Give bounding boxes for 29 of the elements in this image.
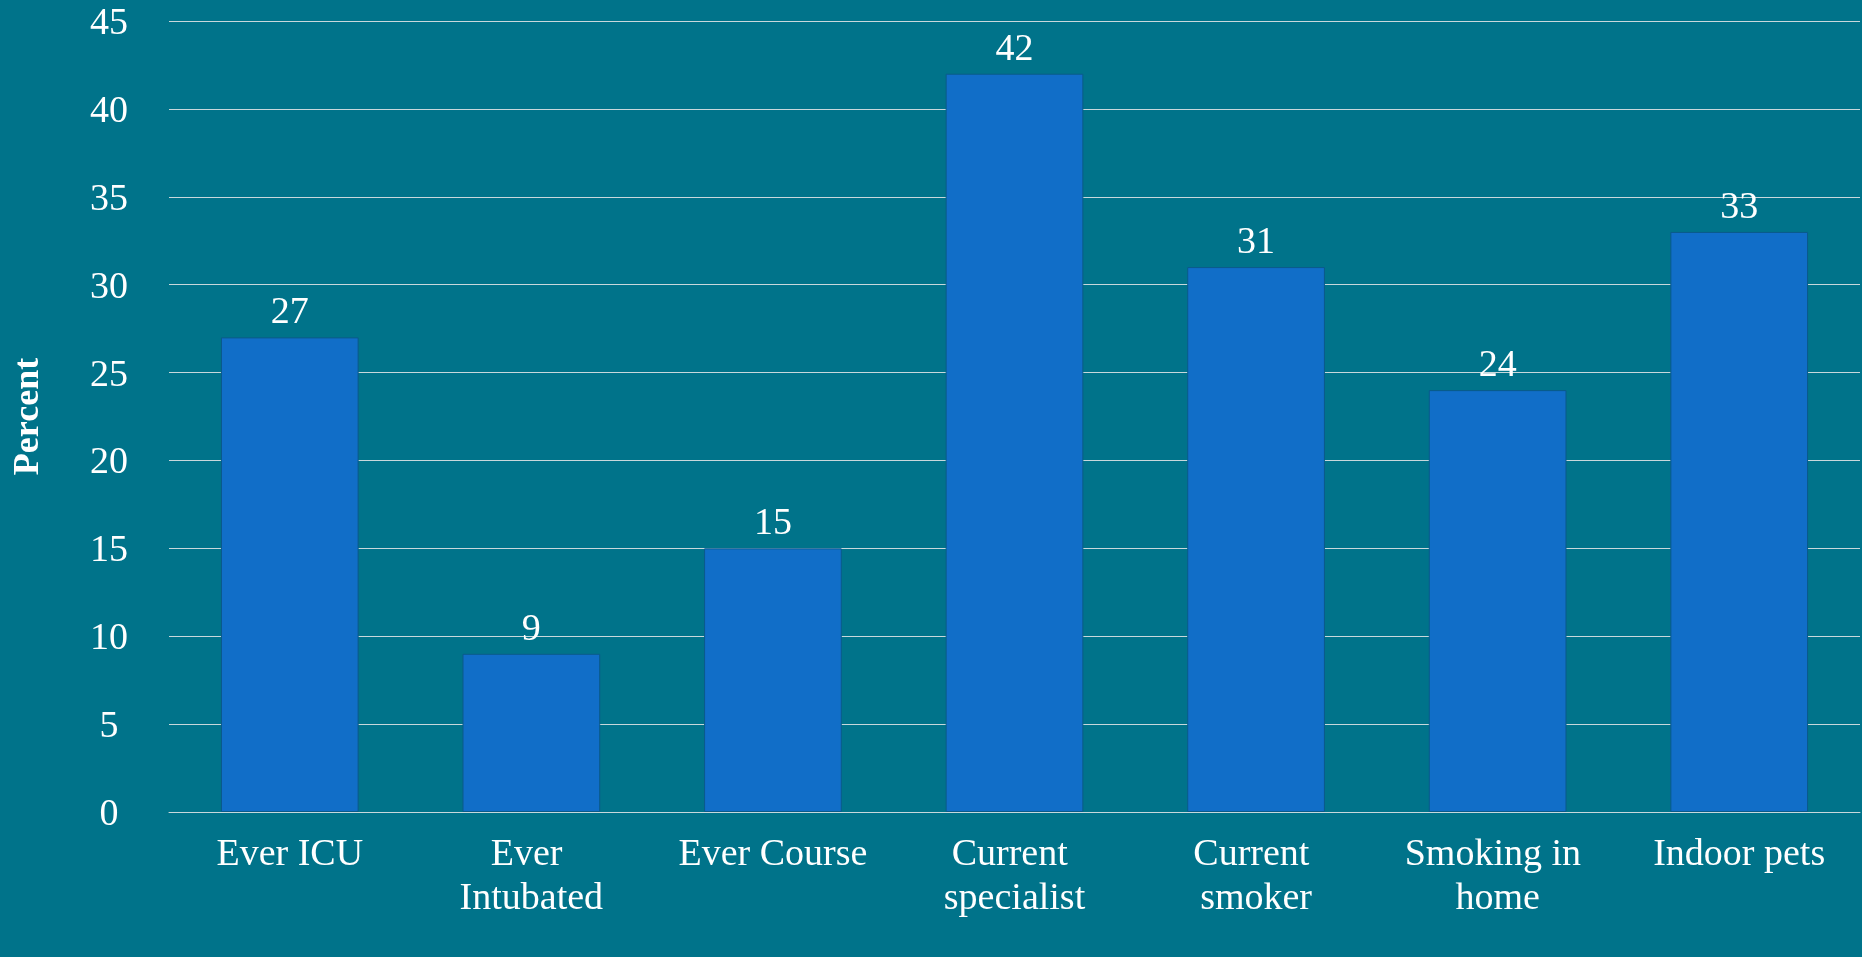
data-label: 31: [1237, 219, 1276, 262]
bar: [945, 73, 1084, 812]
y-tick-label: 10: [90, 615, 128, 658]
y-tick-label: 40: [90, 87, 128, 130]
y-tick-label: 5: [99, 703, 119, 746]
data-label: 15: [753, 500, 792, 543]
x-tick-label: Smoking in home: [1404, 831, 1591, 917]
y-tick-label: 0: [99, 791, 119, 833]
x-tick-label: Indoor pets: [1653, 831, 1826, 873]
x-tick-label: Ever Course: [678, 831, 868, 873]
y-tick-label: 30: [90, 263, 128, 306]
data-label: 42: [995, 25, 1034, 68]
y-tick-label: 15: [90, 527, 128, 570]
y-axis-title: Percent: [6, 357, 46, 476]
x-tick-label: Ever Intubated: [459, 831, 604, 917]
bar: [1187, 267, 1325, 812]
bar: [462, 653, 601, 812]
bar: [220, 337, 359, 812]
bar: [1428, 390, 1567, 812]
bar: [704, 548, 842, 812]
bar: [1670, 231, 1809, 812]
x-tick-label: Ever ICU: [216, 831, 364, 873]
y-tick-label: 25: [90, 351, 128, 394]
data-label: 27: [270, 289, 309, 332]
y-tick-label: 20: [90, 439, 128, 482]
x-tick-label: Current smoker: [1193, 831, 1319, 917]
y-tick-label: 45: [90, 0, 128, 42]
y-tick-label: 35: [90, 175, 128, 218]
x-tick-label: Current specialist: [943, 831, 1086, 917]
